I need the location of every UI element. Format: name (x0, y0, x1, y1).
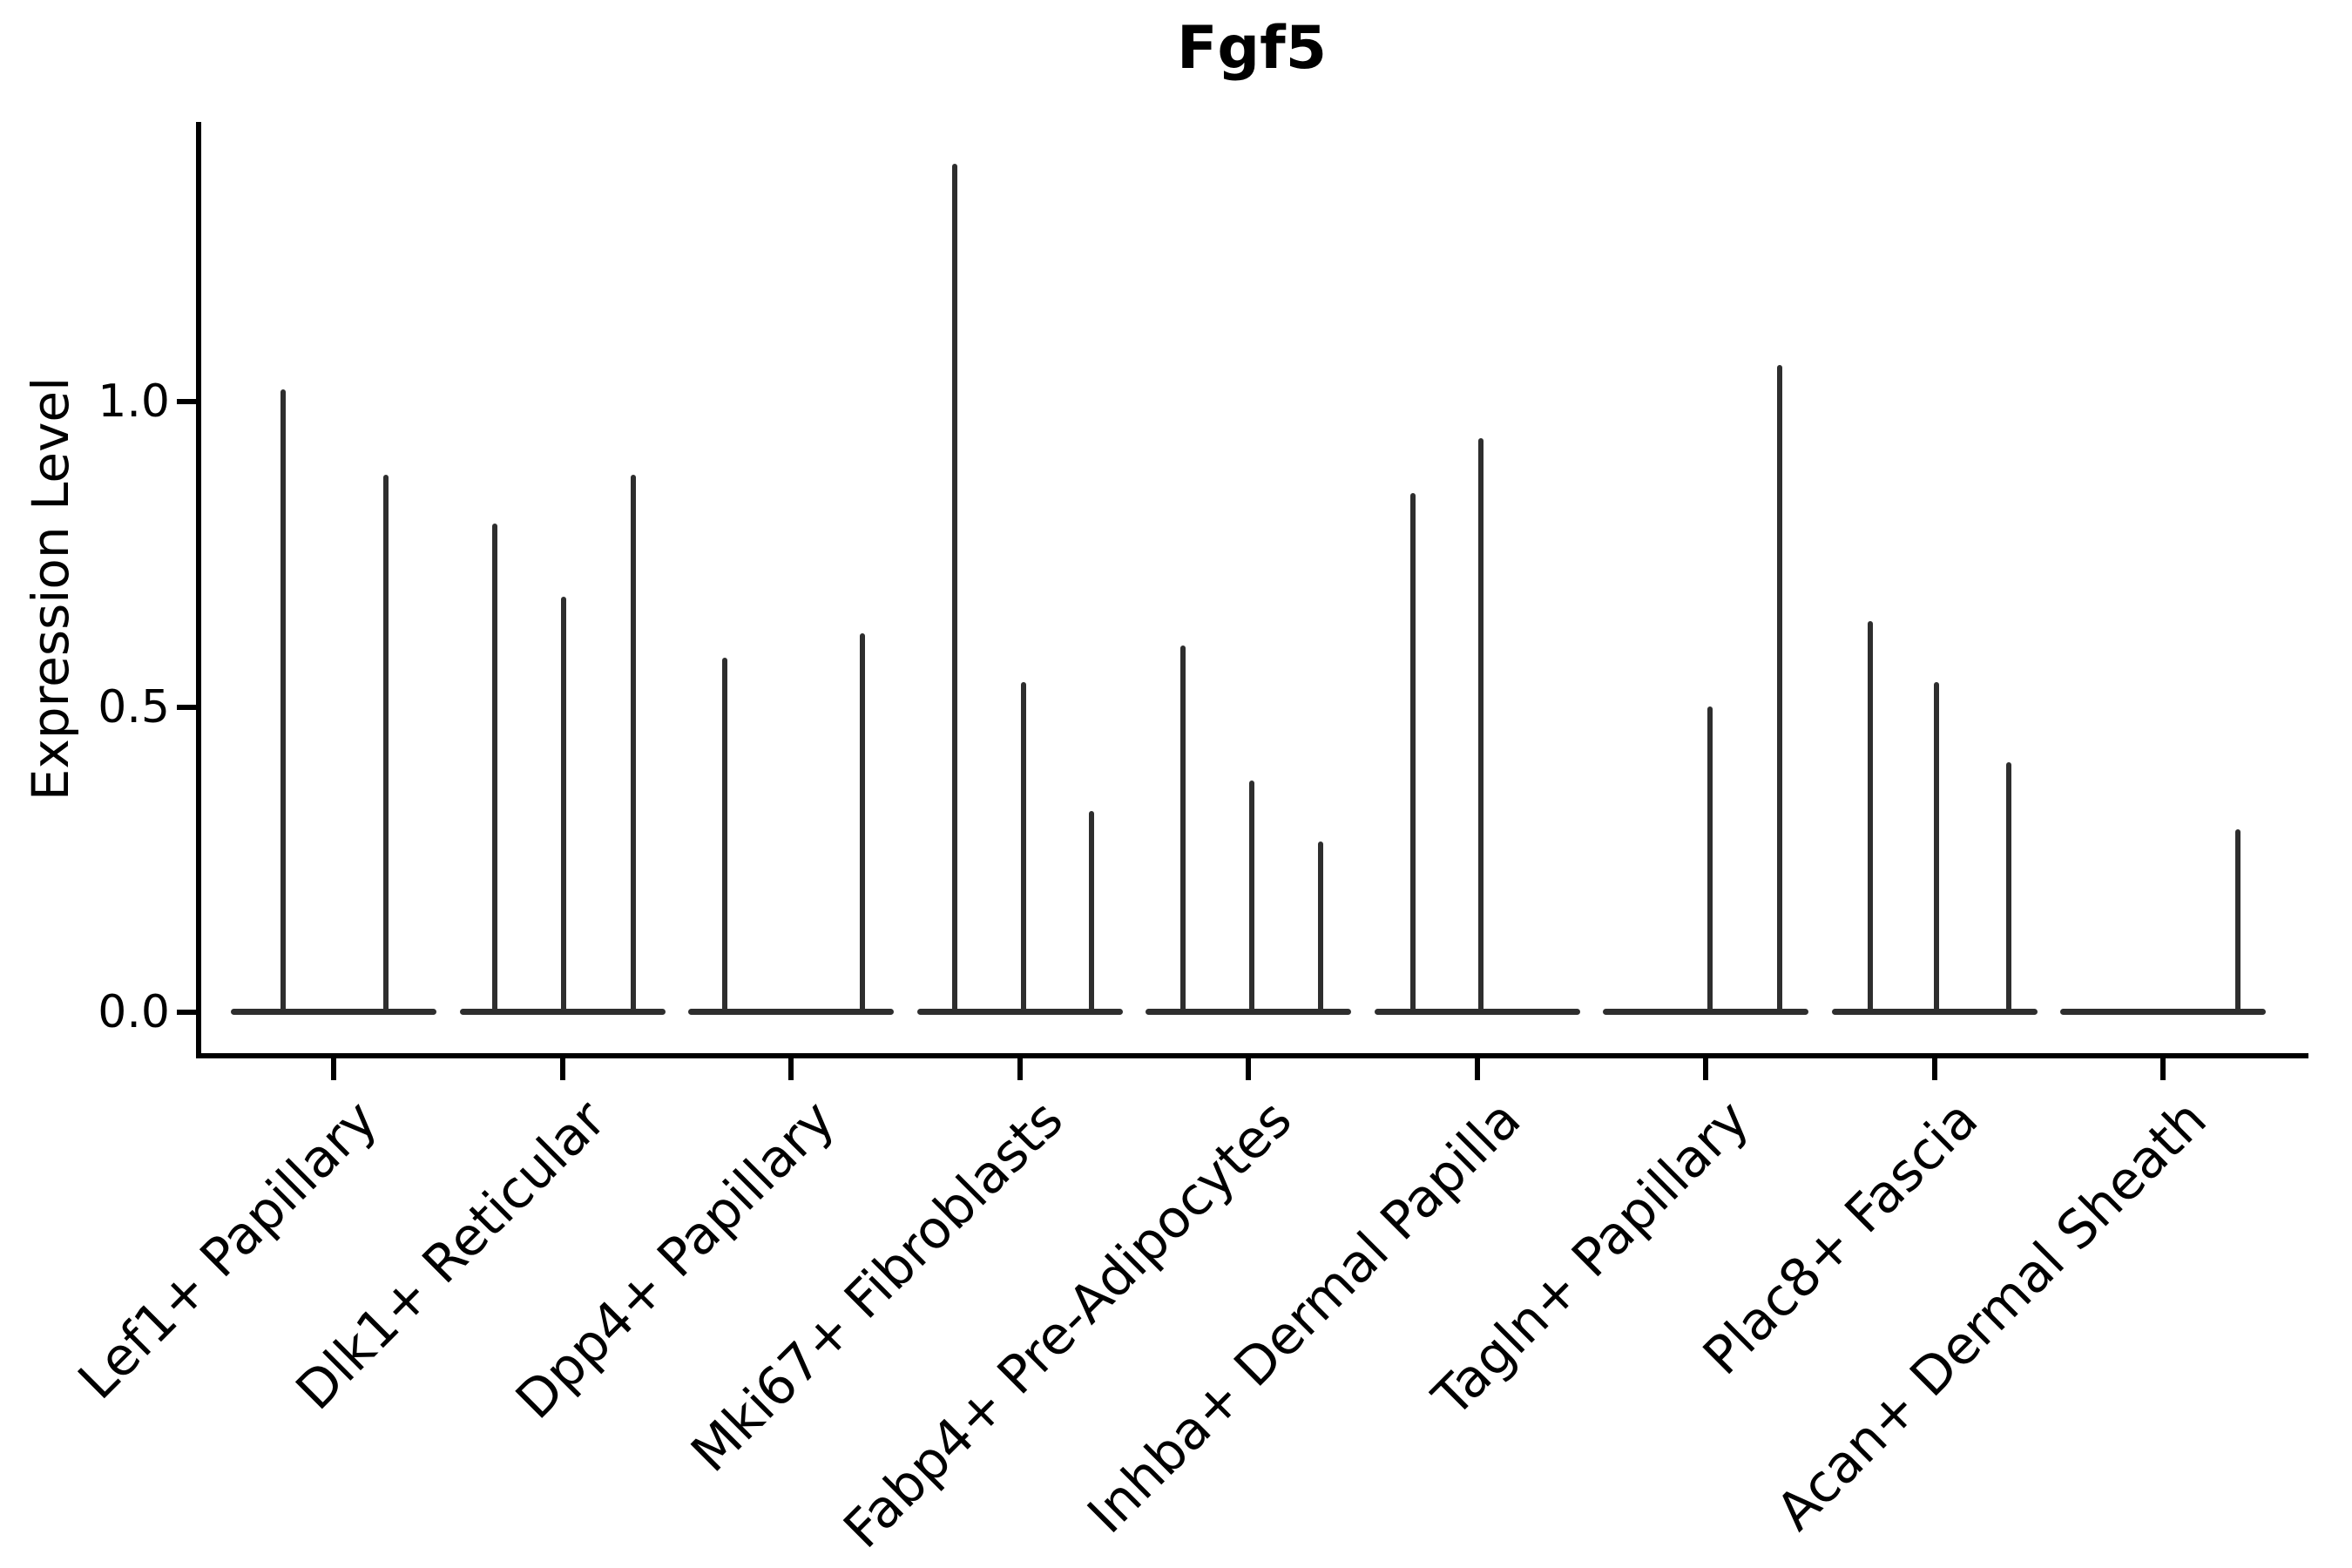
violin-density-spike (1868, 621, 1873, 1012)
y-axis-label: Expression Level (21, 376, 80, 801)
x-tick-mark (559, 1058, 565, 1080)
violin-baseline (231, 1009, 436, 1015)
y-tick-mark (177, 704, 197, 710)
violin-density-spike (1410, 493, 1416, 1012)
violin-density-spike (561, 597, 566, 1012)
x-tick-label: Acan+ Dermal Sheath (1764, 1089, 2219, 1543)
violin-baseline (1603, 1009, 1808, 1015)
x-tick-mark (788, 1058, 794, 1080)
violin-density-spike (1021, 682, 1026, 1012)
x-tick-mark (331, 1058, 336, 1080)
x-tick-label: Fabp4+ Pre-Adipocytes (832, 1089, 1304, 1560)
y-tick-mark (177, 399, 197, 404)
violin-density-spike (1318, 841, 1323, 1012)
x-tick-mark (1931, 1058, 1937, 1080)
violin-density-spike (1249, 781, 1254, 1012)
violin-baseline (1374, 1009, 1580, 1015)
violin-baseline (916, 1009, 1123, 1015)
violin-density-spike (952, 164, 957, 1012)
y-tick-mark (177, 1010, 197, 1015)
violin-density-spike (1707, 706, 1713, 1012)
y-tick-label: 0.0 (98, 986, 170, 1038)
chart-title: Fgf5 (1176, 14, 1328, 83)
violin-density-spike (280, 389, 286, 1012)
violin-density-spike (1777, 365, 1782, 1012)
violin-density-spike (2235, 829, 2240, 1012)
x-tick-mark (1703, 1058, 1708, 1080)
violin-density-spike (1934, 682, 1939, 1012)
violin-density-spike (631, 475, 636, 1012)
violin-density-spike (1478, 438, 1484, 1012)
violin-density-spike (1089, 811, 1094, 1012)
violin-density-spike (383, 475, 389, 1012)
violin-baseline (2060, 1009, 2266, 1015)
y-tick-label: 1.0 (98, 375, 170, 428)
x-axis-spine (196, 1053, 2308, 1058)
x-tick-mark (1474, 1058, 1480, 1080)
violin-density-spike (1180, 645, 1186, 1012)
violin-baseline (1146, 1009, 1351, 1015)
violin-density-spike (860, 633, 865, 1012)
x-tick-mark (1246, 1058, 1251, 1080)
y-axis-spine (196, 122, 201, 1058)
violin-density-spike (492, 524, 497, 1012)
x-tick-mark (1017, 1058, 1023, 1080)
y-tick-label: 0.5 (98, 680, 170, 733)
violin-density-spike (722, 658, 727, 1012)
x-tick-label: Inhba+ Dermal Papilla (1076, 1089, 1532, 1545)
x-tick-label: Mki67+ Fibroblasts (679, 1089, 1075, 1484)
x-tick-mark (2160, 1058, 2166, 1080)
violin-baseline (688, 1009, 894, 1015)
violin-density-spike (2006, 762, 2011, 1012)
